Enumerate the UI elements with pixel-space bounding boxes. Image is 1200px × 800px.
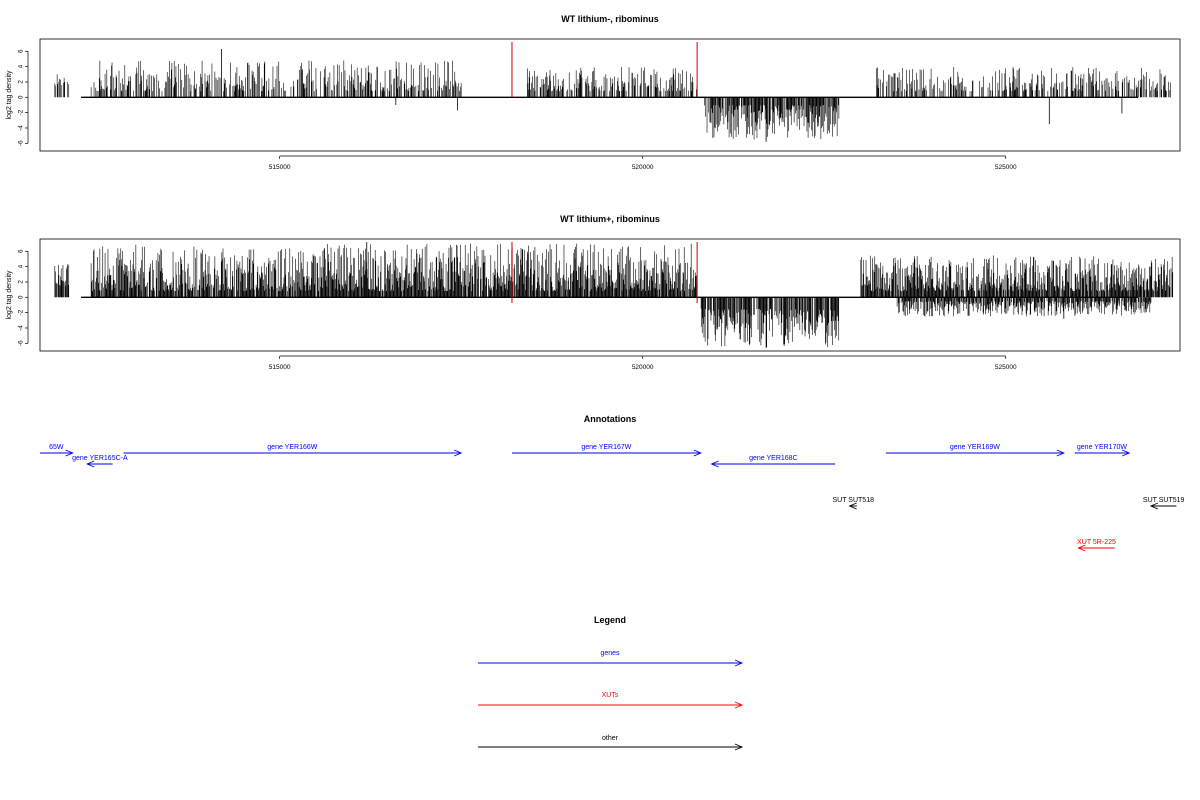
track-2: WT lithium+, ribominus log2 tag density … [6,214,1181,371]
x-tick-label: 520000 [632,364,654,371]
y-tick-label: -6 [18,340,25,346]
track-2-bars [54,242,1174,348]
y-tick-label: -6 [18,140,25,146]
feature-label: XUT 5R-225 [1077,539,1116,546]
feature-label: 65W [49,444,64,451]
y-tick-label: 0 [18,295,25,299]
legend-arrow-head [734,743,744,751]
annotation-feature: gene YER167W [511,444,702,457]
feature-arrow-head [65,449,74,457]
annotation-features: 65W gene YER165C-A gene YER166W gene YER167… [40,444,1185,552]
feature-arrow-head [693,449,702,457]
annotation-feature: SUT SUT519 [1143,497,1185,510]
feature-arrow-head [1056,449,1065,457]
feature-label: SUT SUT519 [1143,497,1185,504]
legend-xuts-label: XUTs [602,692,619,699]
track-1-bars [54,42,1171,142]
feature-label: gene YER170W [1077,444,1127,451]
feature-label: gene YER166W [267,444,317,451]
x-tick-label: 515000 [269,164,291,171]
feature-label: gene YER168C [749,455,798,462]
y-tick-label: 2 [18,280,25,284]
legend-other-label: other [602,735,619,742]
feature-arrow-head [710,460,719,468]
legend-arrow-head [734,701,744,709]
track-2-axes: -6 -4 -2 0 2 4 6 515000 520000 525000 [18,249,1017,371]
y-tick-label: 4 [18,264,25,268]
feature-arrow-head [1149,502,1159,510]
legend-genes-label: genes [600,650,620,657]
legend-panel: Legend genes XUTs other [478,615,744,751]
legend-title: Legend [594,615,626,625]
feature-arrow-head [1077,544,1086,552]
y-tick-label: -4 [18,325,25,331]
track-1-y-axis-label: log2 tag density [6,70,13,120]
track-1-axes: -6 -4 -2 0 2 4 6 515000 520000 525000 [18,49,1017,171]
x-tick-label: 525000 [995,164,1017,171]
track-2-y-axis-label: log2 tag density [6,270,13,320]
y-tick-label: 6 [18,49,25,53]
y-tick-label: -4 [18,125,25,131]
track-2-plot-frame [39,238,1181,352]
x-tick-label: 525000 [995,364,1017,371]
y-tick-label: 4 [18,64,25,68]
track-2-title: WT lithium+, ribominus [560,214,660,224]
feature-label: SUT SUT518 [832,497,874,504]
feature-label: gene YER169W [950,444,1000,451]
annotation-feature: 65W [40,444,74,457]
annotation-feature: gene YER169W [885,444,1065,457]
legend-genes-arrow [478,659,744,667]
legend-item-genes: genes [478,650,744,667]
feature-arrow-head [86,460,95,468]
track-1: WT lithium-, ribominus log2 tag density … [6,14,1181,171]
feature-arrow-head [1121,449,1131,457]
track-1-title: WT lithium-, ribominus [561,14,659,24]
feature-label: gene YER167W [581,444,631,451]
feature-arrow-head [453,449,463,457]
y-tick-label: -2 [18,309,25,315]
y-tick-label: 0 [18,95,25,99]
annotation-feature: gene YER166W [123,444,463,457]
legend-other-arrow [478,743,744,751]
feature-arrow-head [848,502,857,510]
track-1-plot-frame [39,38,1181,152]
y-tick-label: -2 [18,109,25,115]
y-tick-label: 6 [18,249,25,253]
annotation-feature: gene YER170W [1074,444,1131,457]
annotation-feature: XUT 5R-225 [1077,539,1116,552]
annotation-feature: gene YER165C-A [72,455,128,468]
annotations-panel: Annotations 65W gene YER165C-A gene YER166… [40,414,1185,552]
annotation-feature: SUT SUT518 [832,497,874,510]
annotations-title: Annotations [584,414,637,424]
legend-xuts-arrow [478,701,744,709]
x-tick-label: 520000 [632,164,654,171]
x-tick-label: 515000 [269,364,291,371]
y-tick-label: 2 [18,80,25,84]
legend-item-xuts: XUTs [478,692,744,709]
feature-label: gene YER165C-A [72,455,128,462]
legend-item-other: other [478,735,744,751]
annotation-feature: gene YER168C [710,455,836,468]
legend-arrow-head [734,659,744,667]
